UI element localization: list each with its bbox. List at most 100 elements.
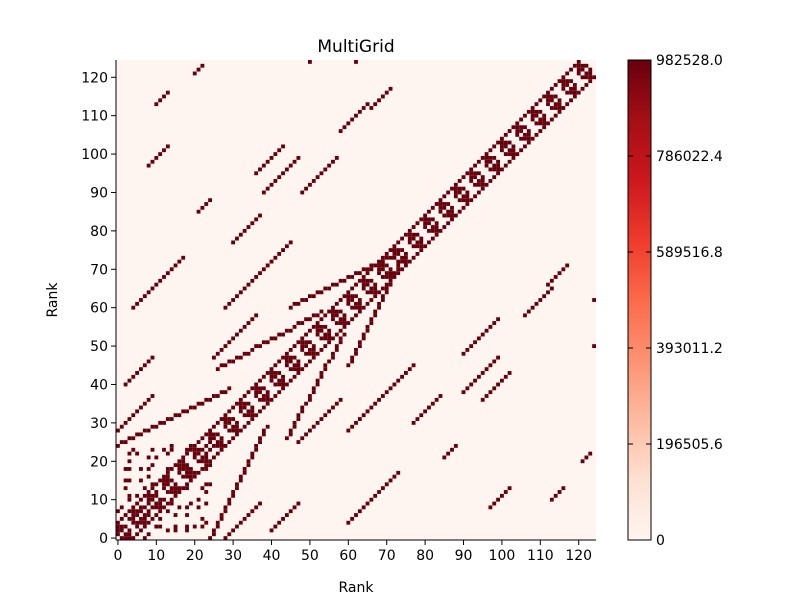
heatmap-cell	[576, 60, 581, 64]
heatmap-cell	[457, 209, 462, 214]
colorbar-tick-label: 196505.6	[656, 437, 723, 453]
heatmap-cell	[277, 390, 282, 395]
heatmap-cell	[388, 267, 393, 272]
heatmap-cell	[427, 209, 431, 214]
heatmap-cell	[200, 455, 205, 460]
heatmap-cell	[185, 447, 189, 452]
heatmap-cell	[177, 259, 182, 264]
heatmap-cell	[534, 113, 539, 118]
heatmap-cell	[503, 132, 508, 137]
heatmap-cell	[123, 532, 128, 537]
y-tick-label: 10	[90, 493, 108, 509]
heatmap-cell	[165, 271, 170, 276]
heatmap-cell	[250, 405, 255, 410]
heatmap-cell	[223, 413, 228, 418]
heatmap-cell	[565, 79, 570, 84]
heatmap-cell	[215, 432, 220, 437]
heatmap-cell	[165, 509, 170, 514]
heatmap-cell	[396, 248, 401, 252]
heatmap-cell	[327, 309, 332, 314]
heatmap-cell	[569, 79, 573, 84]
heatmap-cell	[169, 490, 174, 494]
heatmap-cell	[250, 509, 255, 514]
heatmap-cell	[188, 474, 193, 479]
heatmap-cell	[273, 336, 278, 341]
heatmap-cell	[400, 374, 404, 379]
heatmap-cell	[296, 501, 301, 506]
heatmap-cell	[588, 451, 593, 456]
heatmap-cell	[208, 436, 212, 441]
heatmap-cell	[261, 190, 266, 195]
heatmap-cell	[515, 132, 520, 137]
heatmap-cell	[557, 271, 562, 276]
heatmap-cell	[146, 455, 151, 460]
heatmap-cell	[496, 355, 500, 360]
heatmap-cell	[434, 202, 439, 206]
heatmap-cell	[492, 386, 497, 391]
heatmap-cell	[350, 424, 355, 429]
heatmap-cell	[185, 463, 189, 468]
heatmap-cell	[523, 136, 527, 141]
heatmap-cell	[196, 497, 201, 502]
heatmap-cell	[319, 317, 324, 322]
heatmap-cell	[354, 351, 358, 356]
heatmap-cell	[296, 156, 301, 160]
heatmap-cell	[380, 255, 385, 260]
heatmap-cell	[415, 244, 420, 249]
heatmap-cell	[258, 344, 262, 348]
heatmap-cell	[546, 94, 550, 99]
heatmap-cell	[154, 482, 159, 487]
heatmap-cell	[142, 536, 147, 540]
heatmap-cell	[123, 536, 128, 540]
heatmap-cell	[331, 309, 335, 314]
colorbar-tick-label: 393011.2	[656, 341, 723, 357]
heatmap-background	[116, 60, 596, 540]
heatmap-cell	[411, 244, 416, 249]
heatmap-cell	[396, 470, 401, 475]
heatmap-cell	[238, 401, 243, 406]
heatmap-cell	[150, 497, 155, 502]
heatmap-cell	[261, 397, 266, 402]
heatmap-cell	[127, 516, 132, 521]
heatmap-cell	[561, 79, 566, 84]
heatmap-cell	[342, 324, 347, 329]
heatmap-cell	[346, 121, 351, 126]
heatmap-cell	[173, 490, 178, 494]
heatmap-cell	[131, 513, 136, 517]
heatmap-cell	[319, 328, 324, 333]
heatmap-cell	[561, 86, 566, 91]
heatmap-cell	[373, 493, 378, 498]
heatmap-cell	[142, 513, 147, 517]
heatmap-cell	[185, 486, 189, 491]
heatmap-cell	[212, 424, 216, 429]
heatmap-cell	[580, 86, 585, 91]
heatmap-cell	[208, 397, 212, 402]
heatmap-cell	[204, 444, 209, 448]
heatmap-cell	[200, 467, 205, 471]
heatmap-cell	[139, 467, 143, 471]
heatmap-cell	[158, 420, 163, 425]
heatmap-cell	[319, 171, 324, 176]
heatmap-cell	[227, 428, 232, 433]
heatmap-cell	[373, 294, 378, 299]
heatmap-cell	[457, 198, 462, 203]
heatmap-cell	[269, 367, 274, 372]
heatmap-cell	[434, 221, 439, 226]
heatmap-cell	[223, 417, 228, 421]
heatmap-cell	[227, 501, 232, 506]
heatmap-cell	[284, 244, 289, 249]
y-axis-title: Rank	[45, 282, 61, 318]
heatmap-cell	[123, 420, 128, 425]
heatmap-cell	[365, 282, 370, 287]
heatmap-cell	[162, 505, 166, 510]
heatmap-cell	[346, 321, 351, 325]
heatmap-cell	[296, 321, 301, 325]
heatmap-cell	[150, 493, 155, 498]
heatmap-cell	[357, 301, 362, 306]
heatmap-cell	[162, 94, 166, 99]
heatmap-cell	[261, 394, 266, 398]
heatmap-cell	[553, 106, 558, 110]
heatmap-cell	[300, 190, 305, 195]
heatmap-cell	[154, 156, 159, 160]
